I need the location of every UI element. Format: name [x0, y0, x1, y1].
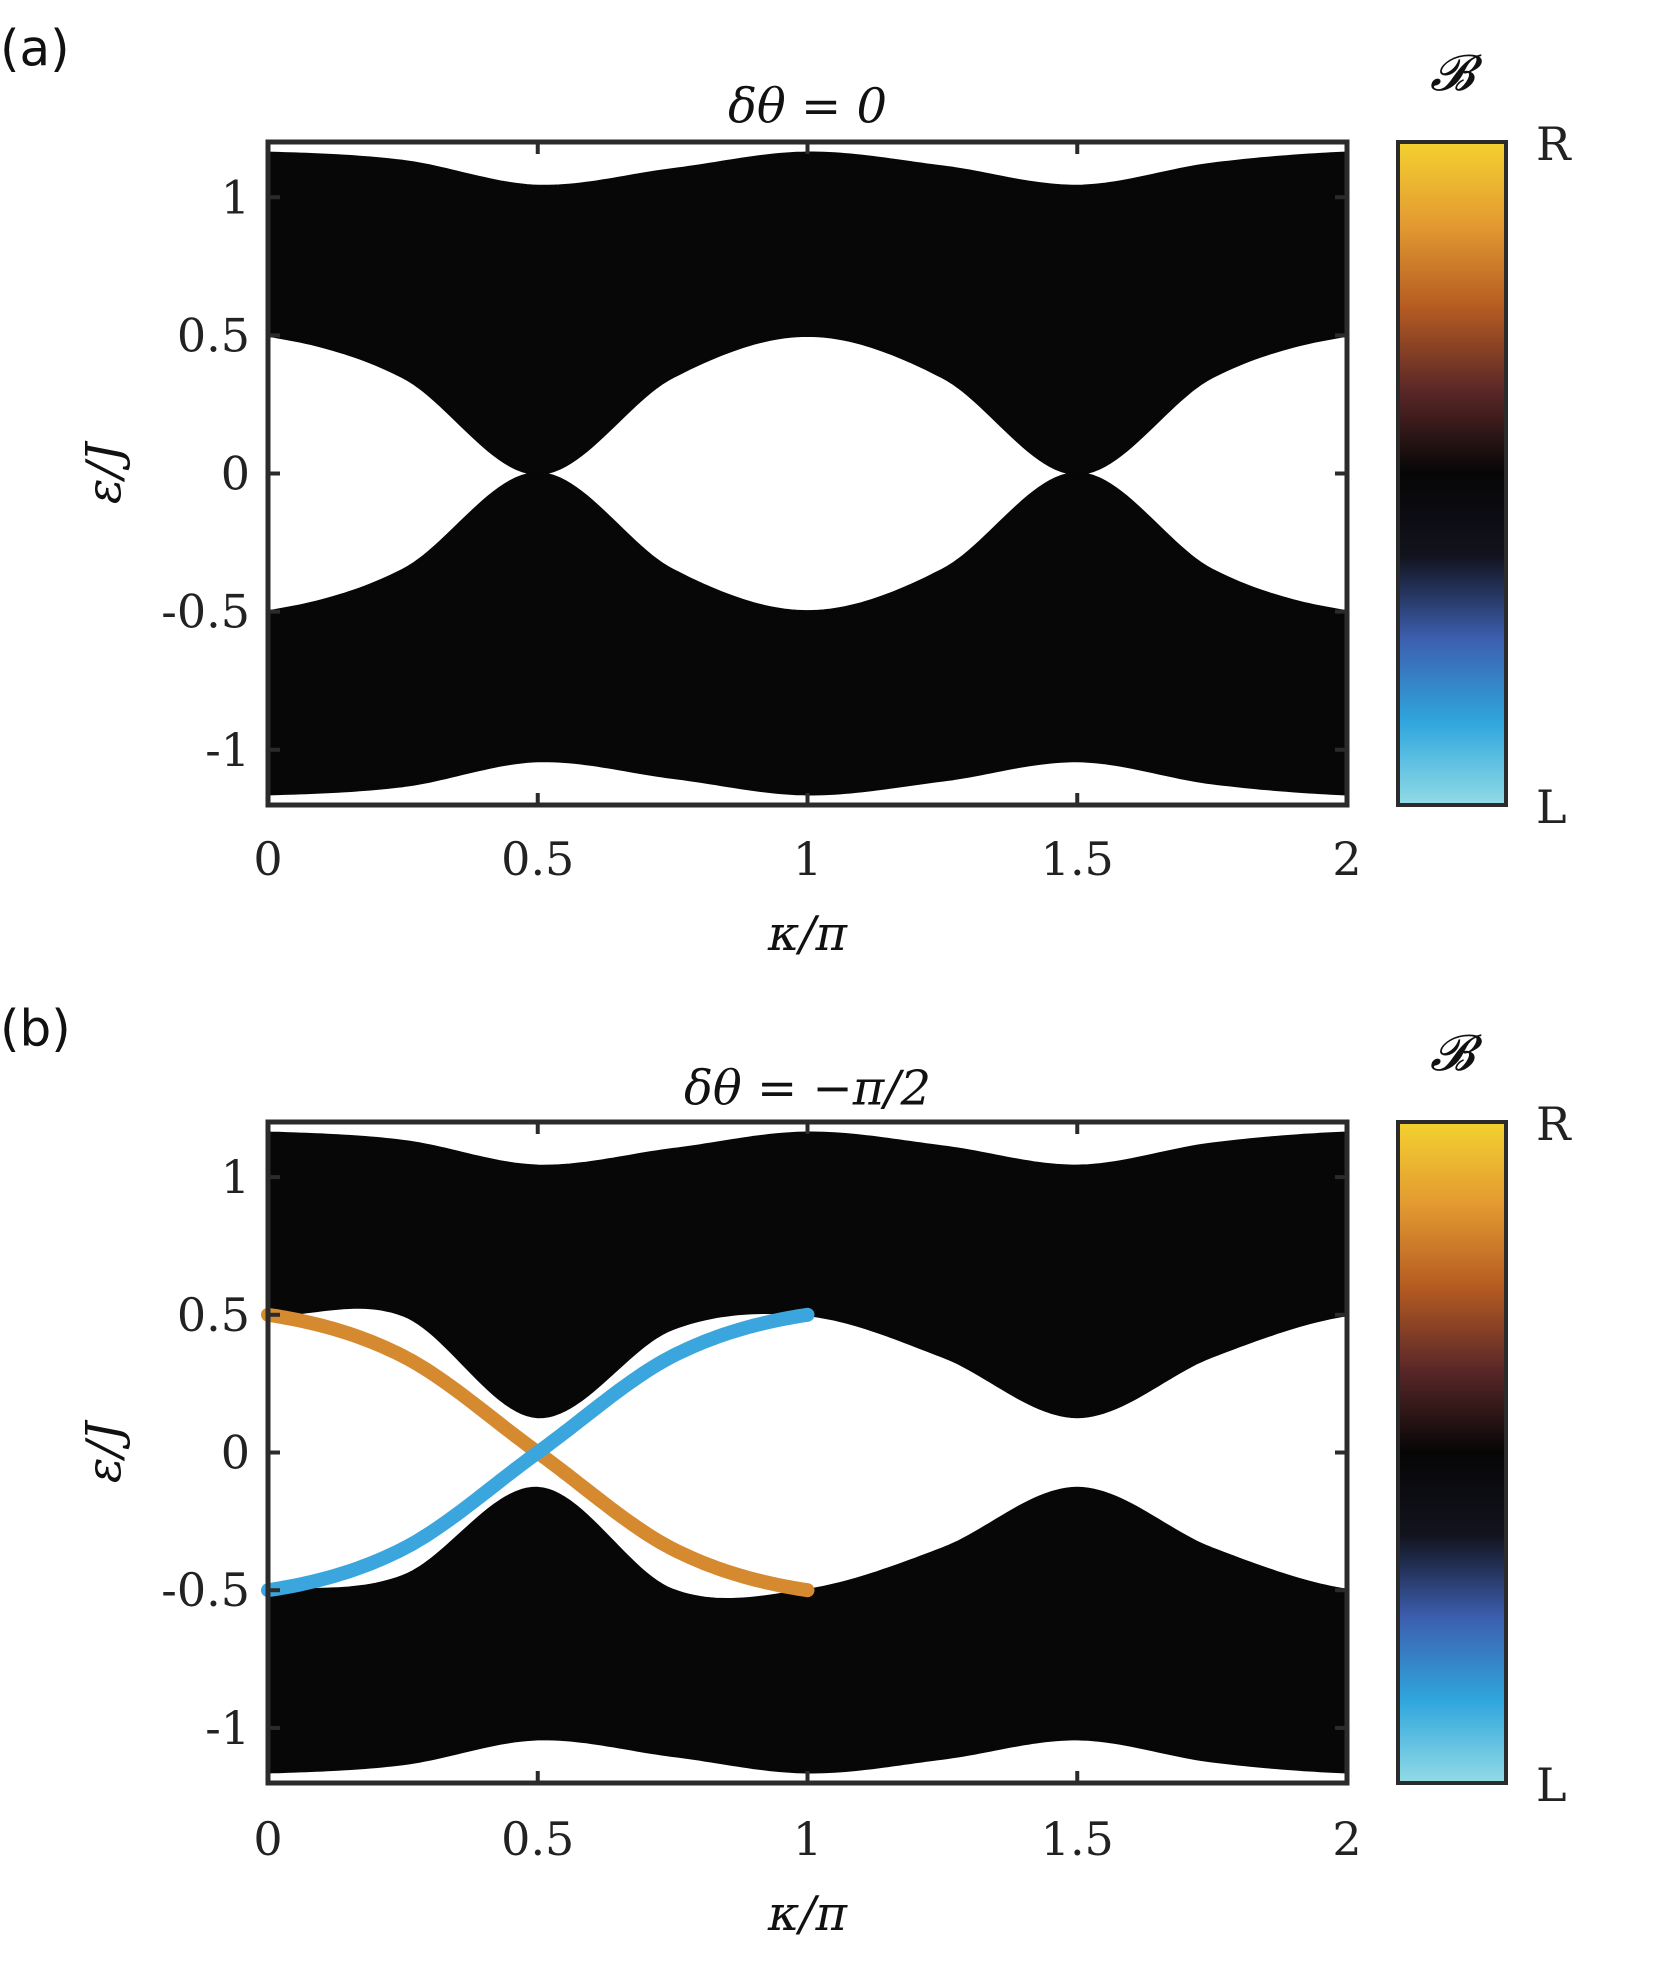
- colorbar-bottom-label: L: [1536, 780, 1567, 834]
- y-tick-label: 0.5: [177, 308, 250, 362]
- panel-label: (a): [0, 20, 70, 78]
- y-tick-label: -0.5: [161, 585, 250, 639]
- colorbar-title: 𝓑: [1430, 44, 1483, 102]
- colorbar-title: 𝓑: [1430, 1024, 1483, 1082]
- panel-b: (b) δθ = −π/2 0 0.5 1 1.5 2 -1 -0.5 0 0.5 1 κ/π ε/J 𝓑R…: [0, 1000, 1572, 1943]
- lower-band: [266, 472, 1349, 796]
- chart-title: δθ = 0: [728, 79, 887, 135]
- x-tick-label: 0: [253, 1812, 282, 1866]
- x-tick-label: 2: [1332, 1812, 1361, 1866]
- colorbar-top-label: R: [1536, 1097, 1572, 1151]
- y-axis-label: ε/J: [76, 440, 132, 504]
- y-tick-label: -1: [205, 1701, 250, 1755]
- y-tick-label: 0.5: [177, 1288, 250, 1342]
- x-tick-label: 1: [793, 1812, 822, 1866]
- chart-title: δθ = −π/2: [684, 1061, 931, 1117]
- x-tick-label: 0.5: [501, 832, 574, 886]
- panel-a: (a) δθ = 0 0 0.5 1 1.5 2 -1 -0.5 0 0.5 1 κ/π ε/J 𝓑R L: [0, 20, 1572, 963]
- x-tick-label: 0: [253, 832, 282, 886]
- y-tick-label: 1: [221, 1150, 250, 1204]
- colorbar: [1396, 140, 1508, 807]
- colorbar-bottom-label: L: [1536, 1758, 1567, 1812]
- y-axis-label: ε/J: [76, 1419, 132, 1483]
- y-tick-label: 0: [221, 1426, 250, 1480]
- y-tick-label: 1: [221, 170, 250, 224]
- x-tick-label: 1.5: [1041, 1812, 1114, 1866]
- y-tick-label: -1: [205, 723, 250, 777]
- edge-state-left: [261, 1307, 815, 1598]
- x-axis-label: κ/π: [767, 906, 849, 962]
- x-axis-label: κ/π: [767, 1886, 849, 1942]
- upper-band: [266, 151, 1349, 475]
- x-tick-label: 1: [793, 832, 822, 886]
- panel-label: (b): [0, 1000, 71, 1058]
- colorbar: [1396, 1120, 1508, 1785]
- x-tick-label: 2: [1332, 832, 1361, 886]
- y-tick-label: -0.5: [161, 1563, 250, 1617]
- x-tick-label: 0.5: [501, 1812, 574, 1866]
- x-tick-label: 1.5: [1041, 832, 1114, 886]
- y-tick-label: 0: [221, 447, 250, 501]
- colorbar-top-label: R: [1536, 117, 1572, 171]
